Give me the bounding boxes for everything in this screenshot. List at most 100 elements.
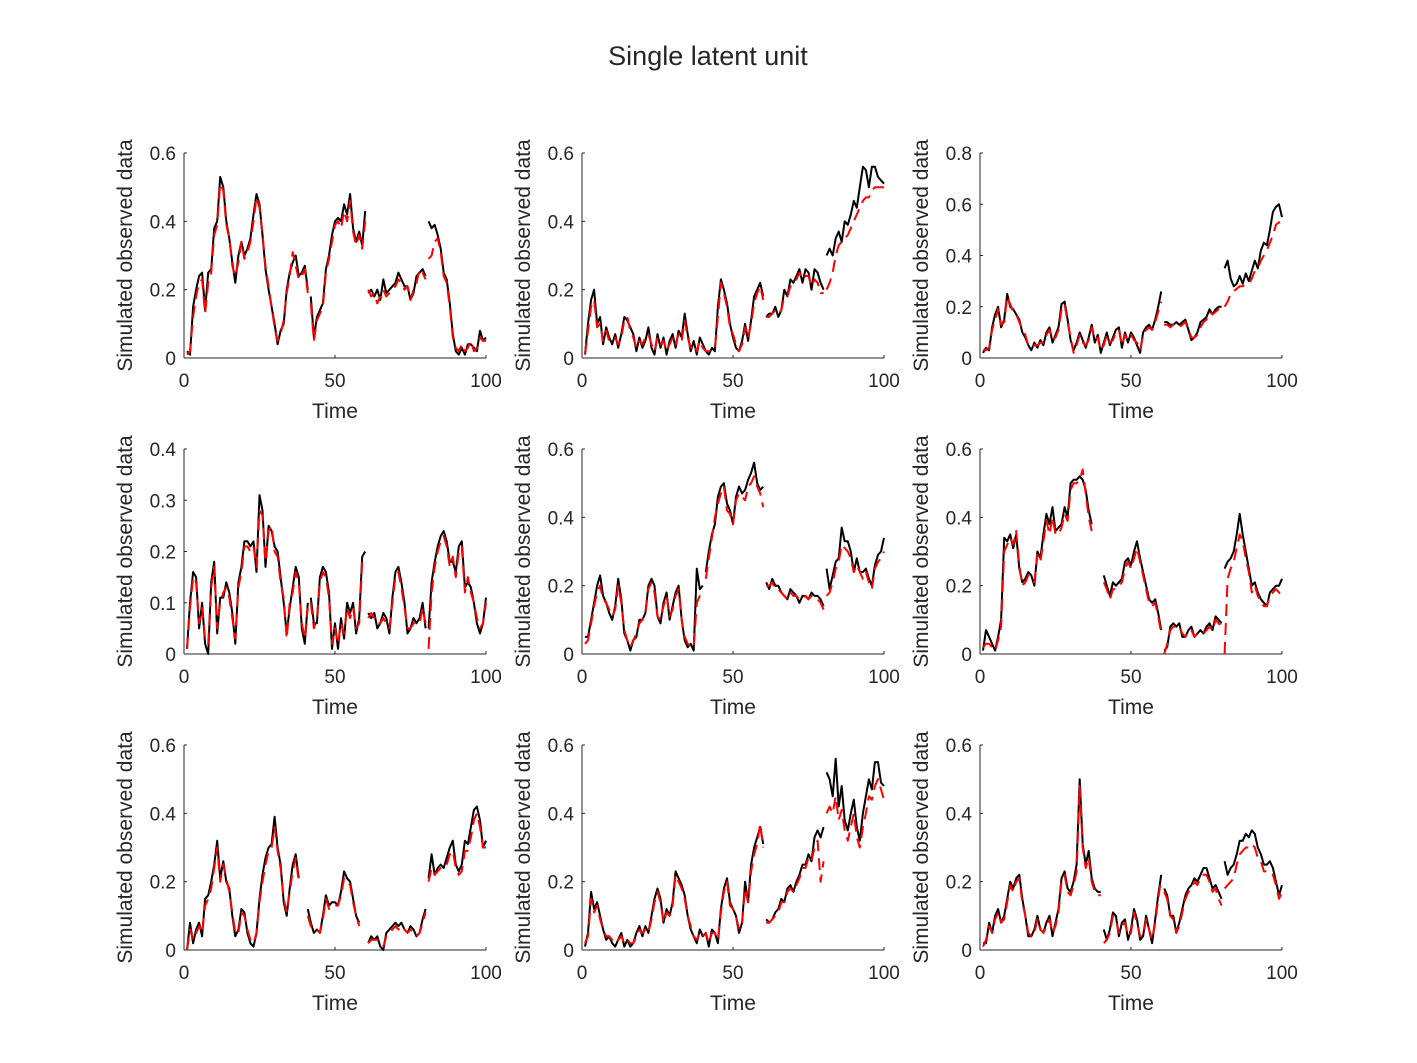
series-line-segment <box>983 295 1163 354</box>
series-line-segment <box>367 908 427 951</box>
y-tick-label: 0.6 <box>548 440 574 461</box>
x-tick-label: 100 <box>868 963 900 984</box>
series-line-segment <box>367 268 427 301</box>
subplot-5: 0 0.2 0.4 0.6 0 50 100 Time Simulated observed d… <box>512 435 900 719</box>
subplot-9: 0 0.2 0.4 0.6 0 50 100 Time Simulated observed d… <box>910 731 1298 1015</box>
estimated-series <box>186 509 487 649</box>
observed-series <box>982 475 1283 652</box>
observed-series <box>584 757 885 948</box>
series-line-segment <box>1223 829 1283 897</box>
x-tick-label: 0 <box>179 667 190 688</box>
x-tick-label: 100 <box>470 371 502 392</box>
x-axis-label: Time <box>1108 696 1154 719</box>
subplot-grid: 0 0.2 0.4 0.6 0 50 100 Time Simulated observed d… <box>114 139 1298 1015</box>
series-line-segment <box>584 281 765 355</box>
y-tick-label: 0.6 <box>946 195 972 216</box>
series-line-segment <box>1102 547 1163 634</box>
x-tick-label: 0 <box>975 667 986 688</box>
observed-series <box>983 778 1283 945</box>
series-line-segment <box>427 805 487 879</box>
y-tick-label: 0.4 <box>946 247 973 268</box>
subplot-8: 0 0.2 0.4 0.6 0 50 100 Time Simulated observed d… <box>512 731 900 1015</box>
y-tick-label: 0 <box>961 941 972 962</box>
series-line-segment <box>825 526 885 591</box>
series-line-segment <box>186 175 309 356</box>
y-tick-label: 0.2 <box>548 873 574 894</box>
series-line-segment <box>1163 867 1223 934</box>
series-line-segment <box>825 757 885 842</box>
series-line-segment <box>1102 874 1163 945</box>
series-line-segment <box>306 870 361 934</box>
estimated-series <box>982 785 1283 948</box>
series-line-segment <box>367 571 427 630</box>
series-line-segment <box>1223 843 1283 900</box>
y-tick-label: 0 <box>165 941 176 962</box>
y-tick-label: 0.4 <box>150 804 177 825</box>
estimated-series <box>186 182 486 356</box>
y-tick-label: 0.4 <box>548 804 575 825</box>
y-tick-label: 0.2 <box>150 281 176 302</box>
y-tick-label: 0 <box>961 645 972 666</box>
x-tick-label: 0 <box>179 963 190 984</box>
x-tick-label: 0 <box>577 371 588 392</box>
series-line-segment <box>186 182 309 356</box>
estimated-series <box>584 186 884 355</box>
estimated-series <box>584 778 885 945</box>
x-tick-label: 50 <box>324 371 345 392</box>
series-line-segment <box>427 535 487 649</box>
x-tick-label: 100 <box>470 963 502 984</box>
y-axis-label: Simulated observed data <box>114 731 137 964</box>
series-line-segment <box>1163 618 1223 655</box>
y-tick-label: 0.4 <box>548 508 575 529</box>
y-tick-label: 0.2 <box>548 577 574 598</box>
y-axis-label: Simulated observed data <box>910 139 933 372</box>
estimated-series <box>983 221 1283 354</box>
y-tick-label: 0.6 <box>548 736 574 757</box>
y-tick-label: 0.3 <box>150 491 176 512</box>
subplot-7: 0 0.2 0.4 0.6 0 50 100 Time Simulated observed d… <box>114 731 502 1015</box>
subplot-3: 0 0.2 0.4 0.6 0.8 0 50 100 Time Simulated observe… <box>910 139 1298 423</box>
y-tick-label: 0.6 <box>150 144 176 165</box>
series-line-segment <box>309 199 367 342</box>
y-axis-label: Simulated observed data <box>512 435 535 668</box>
series-line-segment <box>766 271 824 318</box>
estimated-series <box>584 475 885 649</box>
x-tick-label: 100 <box>1266 371 1298 392</box>
y-axis-label: Simulated observed data <box>114 139 137 372</box>
x-tick-label: 100 <box>868 667 900 688</box>
series-line-segment <box>1164 305 1222 342</box>
y-tick-label: 0.6 <box>150 736 176 757</box>
series-line-segment <box>1223 203 1283 288</box>
series-line-segment <box>427 220 487 356</box>
x-axis-label: Time <box>1108 992 1154 1015</box>
y-tick-label: 0.6 <box>946 736 972 757</box>
x-tick-label: 100 <box>1266 667 1298 688</box>
x-axis-label: Time <box>710 400 756 423</box>
y-tick-label: 0.2 <box>150 873 176 894</box>
y-tick-label: 0 <box>563 941 574 962</box>
series-line-segment <box>367 912 427 948</box>
x-axis-label: Time <box>710 992 756 1015</box>
series-line-segment <box>427 237 486 353</box>
x-axis-label: Time <box>1108 400 1154 423</box>
series-line-segment <box>1223 512 1283 608</box>
series-line-segment <box>1164 308 1223 339</box>
series-line-segment <box>309 550 367 650</box>
figure-title: Single latent unit <box>608 41 808 71</box>
y-axis-label: Simulated observed data <box>910 435 933 668</box>
y-tick-label: 0.2 <box>946 873 972 894</box>
series-line-segment <box>1223 221 1283 308</box>
subplot-6: 0 0.2 0.4 0.6 0 50 100 Time Simulated observed d… <box>910 435 1298 719</box>
x-tick-label: 100 <box>470 667 502 688</box>
y-tick-label: 0.4 <box>946 804 973 825</box>
estimated-series <box>186 812 486 951</box>
x-tick-label: 50 <box>722 963 743 984</box>
series-line-segment <box>765 577 825 607</box>
y-axis-label: Simulated observed data <box>512 139 535 372</box>
series-line-segment <box>825 186 884 291</box>
series-line-segment <box>825 165 885 257</box>
subplot-2: 0 0.2 0.4 0.6 0 50 100 Time Simulated observed d… <box>512 139 900 423</box>
series-line-segment <box>584 822 765 945</box>
y-tick-label: 0.4 <box>150 212 177 233</box>
